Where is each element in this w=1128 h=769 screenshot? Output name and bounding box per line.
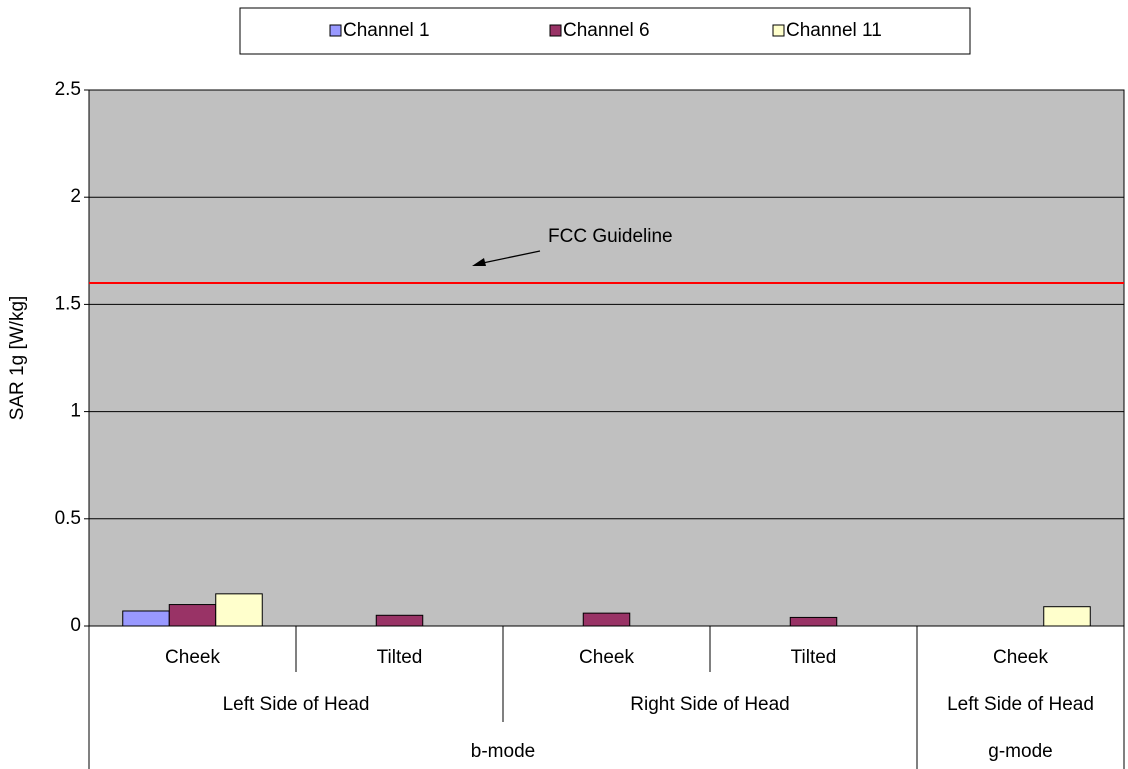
annotation: FCC Guideline [548,226,673,247]
category-level3: b-mode [471,741,535,762]
y-tick-label: 1.5 [55,293,81,314]
category-level2: Left Side of Head [947,694,1094,715]
y-tick-label: 2.5 [55,79,81,100]
annotation-arrowhead [472,258,486,266]
category-level2: Right Side of Head [630,694,790,715]
legend-swatch [549,24,562,37]
bar [375,614,424,627]
bar [582,612,631,627]
y-axis-label: SAR 1g [W/kg] [7,296,28,421]
x-tick-label: Tilted [377,647,423,668]
y-tick-label: 0 [70,615,81,636]
category-level3: g-mode [988,741,1052,762]
bar [789,616,838,627]
legend-swatch [329,24,342,37]
annotation-arrow [477,250,541,265]
legend-swatch [772,24,785,37]
x-tick-label: Cheek [993,647,1048,668]
bar [168,604,217,627]
bar [1043,606,1091,627]
bar [122,610,170,627]
category-level2: Left Side of Head [223,694,370,715]
x-tick-label: Cheek [165,647,220,668]
legend-label: Channel 6 [563,20,650,41]
plot-area [88,89,1125,627]
x-tick-label: Tilted [791,647,837,668]
legend [239,7,971,55]
legend-label: Channel 11 [786,20,882,41]
y-tick-label: 1 [70,401,81,422]
x-tick-label: Cheek [579,647,634,668]
y-tick-label: 0.5 [55,508,81,529]
y-tick-label: 2 [70,186,81,207]
legend-label: Channel 1 [343,20,430,41]
bar [215,593,263,627]
